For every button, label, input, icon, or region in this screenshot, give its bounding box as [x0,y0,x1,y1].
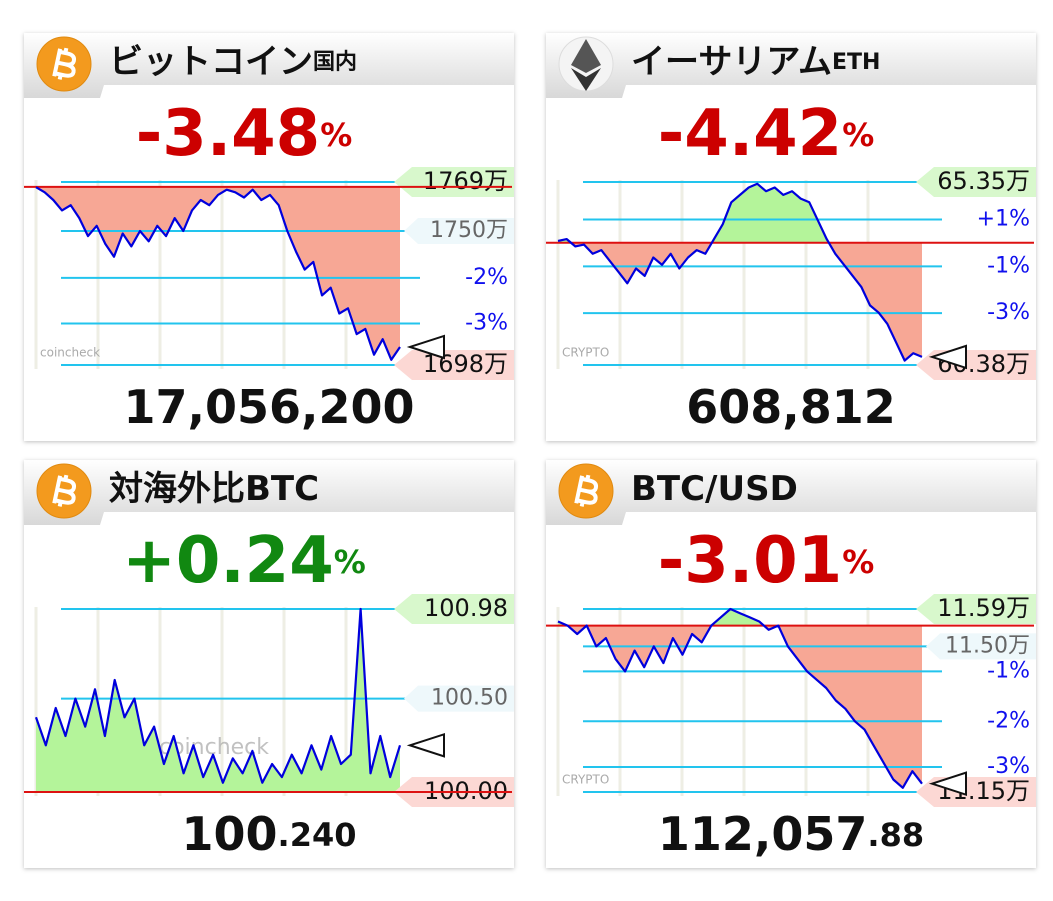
change-value: +0.24 [122,524,334,598]
tick-box [394,594,514,624]
tick-box [404,685,514,712]
change: -3.01% [658,524,875,598]
change: -4.42% [658,97,875,171]
tick-box [394,167,514,197]
y-tick-label: -1% [987,253,1030,278]
panel-header [546,33,1036,98]
area-below [558,242,922,361]
y-tick-label: 1769万 [423,167,508,195]
price: 608,812 [686,380,896,434]
watermark: CRYPTO [562,773,609,787]
change-value: -4.42 [658,97,842,171]
area-above [558,183,829,243]
y-tick-label: -3% [465,311,508,336]
panel-title: 対海外比BTC [109,469,319,509]
price: 100.240 [182,807,357,861]
area-above [36,609,400,792]
y-tick-label: 100.50 [431,686,508,711]
change: -3.48% [136,97,353,171]
change-unit: % [334,543,366,581]
title-main: BTC/USD [631,469,798,509]
title-sub: ETH [832,50,880,75]
panel-title: BTC/USD [631,469,798,509]
last-marker [406,334,445,360]
btc-glyph [574,474,599,507]
panel-header [24,33,514,98]
y-tick-label: 1750万 [430,218,508,243]
panel: ビットコイン国内 -3.48% coincheck 1769万 1750万 -2% -3% 1… [24,33,514,441]
watermark: coincheck [40,346,100,360]
price-main: 112,057 [658,807,868,861]
panel: 対海外比BTC+0.24%coincheck100.98100.50100.00… [24,460,514,868]
area-below [567,625,922,788]
last-marker [928,771,967,797]
y-tick-label: 65.35万 [937,167,1030,195]
panel-title: ビットコイン国内 [109,42,357,82]
y-tick-label: 11.59万 [937,594,1030,622]
panel: イーサリアムETH-4.42%CRYPTO65.35万+1%-1%-3%60.3… [546,33,1036,441]
price: 17,056,200 [123,380,414,434]
price-decimal: .240 [278,816,357,854]
price: 112,057.88 [658,807,924,861]
price-line [34,607,402,784]
price-main: 17,056,200 [123,380,414,434]
title-main: イーサリアム [631,42,832,82]
area-above [558,609,922,626]
y-tick-label: 100.98 [424,594,508,622]
last-marker [928,344,967,370]
price-line [557,607,923,789]
tick-box [394,350,514,380]
last-marker [406,732,445,758]
change: +0.24% [122,524,366,598]
tick-box [926,633,1036,660]
change-value: -3.01 [658,524,842,598]
change-unit: % [842,116,874,154]
y-tick-label: -2% [465,265,508,290]
price-decimal: .88 [867,816,924,854]
y-tick-label: -1% [987,658,1030,683]
y-tick-label: +1% [977,207,1030,232]
y-tick-label: -3% [987,754,1030,779]
btc-glyph [52,474,77,507]
title-sub: 国内 [313,50,357,75]
change-unit: % [320,116,352,154]
y-tick-label: -2% [987,708,1030,733]
price-main: 608,812 [686,380,896,434]
y-tick-label: -3% [987,300,1030,325]
change-unit: % [842,543,874,581]
change-value: -3.48 [136,97,320,171]
price-line [35,186,401,361]
btc-glyph [52,47,77,80]
tick-box [916,167,1036,197]
tick-box [404,217,514,244]
panel-header [24,460,514,525]
panel-title: イーサリアムETH [631,42,880,82]
eth-bottom [571,68,601,91]
eth-top [571,39,601,73]
panel-header [546,460,1036,525]
watermark: CRYPTO [562,346,609,360]
title-main: 対海外比BTC [109,469,319,509]
panel: BTC/USD -3.01% CRYPTO 11.59万 11.50万-1% -2% -3%… [546,460,1036,868]
tick-box [916,594,1036,624]
title-main: ビットコイン [109,42,313,82]
price-main: 100 [182,807,278,861]
y-tick-label: 11.50万 [945,633,1030,658]
price-line [557,182,923,362]
